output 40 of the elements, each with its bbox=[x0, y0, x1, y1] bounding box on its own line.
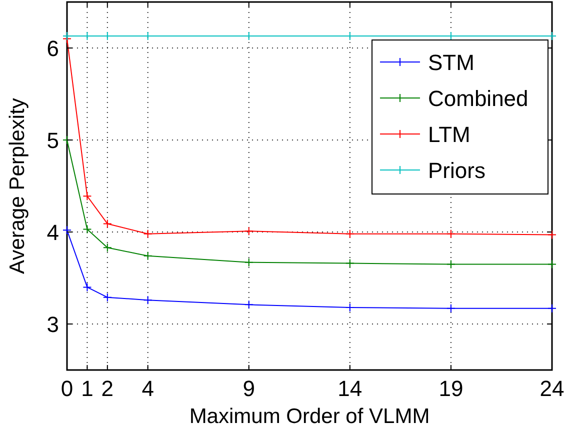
point bbox=[345, 302, 354, 312]
y-tick-label: 3 bbox=[46, 312, 59, 337]
point bbox=[102, 219, 112, 228]
point bbox=[345, 229, 354, 238]
x-tick-label: 0 bbox=[60, 376, 74, 401]
y-axis-title: Average Perplexity bbox=[6, 98, 29, 274]
point bbox=[143, 296, 152, 305]
point bbox=[244, 226, 254, 236]
x-tick-label: 9 bbox=[242, 376, 255, 401]
point bbox=[446, 229, 456, 238]
point bbox=[143, 229, 152, 238]
point bbox=[82, 224, 92, 234]
x-tick-label: 19 bbox=[438, 376, 464, 401]
x-axis-title: Maximum Order of VLMM bbox=[189, 405, 430, 428]
x-tick-label: 2 bbox=[101, 376, 114, 401]
point bbox=[446, 304, 456, 313]
y-tick-label: 6 bbox=[46, 36, 59, 61]
legend-label: LTM bbox=[428, 122, 470, 147]
point bbox=[244, 300, 254, 310]
point bbox=[548, 304, 556, 313]
point bbox=[446, 260, 456, 269]
y-tick-label: 5 bbox=[46, 128, 59, 153]
legend-label: Priors bbox=[428, 158, 486, 183]
point bbox=[62, 226, 72, 235]
x-tick-label: 1 bbox=[81, 376, 94, 401]
y-tick-label: 4 bbox=[46, 220, 59, 245]
legend-label: STM bbox=[428, 50, 474, 75]
x-tick-label: 24 bbox=[540, 376, 564, 401]
point bbox=[82, 282, 92, 292]
point bbox=[102, 292, 112, 302]
point bbox=[548, 260, 556, 269]
x-tick-label: 14 bbox=[338, 376, 362, 401]
x-tick-label: 4 bbox=[142, 376, 154, 401]
point bbox=[548, 230, 556, 240]
point bbox=[102, 243, 112, 252]
legend-label: Combined bbox=[428, 86, 528, 111]
point bbox=[244, 258, 254, 267]
point bbox=[143, 251, 152, 260]
point bbox=[82, 192, 92, 201]
point bbox=[345, 258, 354, 268]
